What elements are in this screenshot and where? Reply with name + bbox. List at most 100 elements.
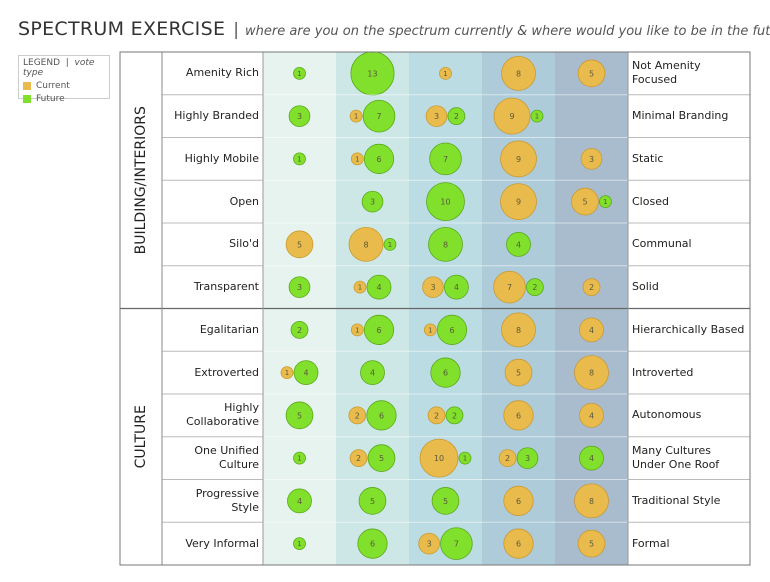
current-bubble	[285, 230, 314, 259]
current-bubble	[493, 97, 531, 135]
bubble-label: 1	[297, 540, 301, 548]
bubble-label: 9	[509, 112, 514, 121]
bubble-label: 8	[443, 240, 448, 249]
bubble-label: 1	[603, 198, 607, 206]
left-label: Egalitarian	[199, 322, 259, 336]
future-bubble	[428, 227, 463, 262]
future-bubble	[429, 142, 462, 176]
bubble-label: 8	[516, 69, 521, 78]
left-label: Silo'd	[229, 237, 259, 251]
bubble-label: 9	[516, 155, 521, 164]
future-bubble	[293, 66, 306, 80]
future-bubble	[288, 276, 311, 298]
future-bubble	[431, 487, 460, 515]
bubble-label: 13	[367, 69, 377, 78]
legend-item: Future	[23, 94, 105, 104]
bubble-label: 3	[297, 112, 302, 121]
current-bubble	[574, 355, 609, 390]
table-border	[119, 51, 751, 566]
bubble-label: 4	[370, 369, 375, 378]
bubble-label: 1	[358, 284, 362, 292]
left-label: Highly Branded	[174, 109, 259, 123]
future-bubble	[447, 107, 466, 126]
bubble-label: 2	[355, 411, 360, 420]
bubble-label: 10	[434, 454, 444, 463]
bubble-label: 3	[525, 454, 530, 463]
bubble-label: 7	[454, 540, 459, 549]
group-label: BUILDING/INTERIORS	[133, 106, 149, 254]
bubble-label: 6	[516, 540, 521, 549]
bubble-label: 2	[532, 283, 537, 292]
future-bubble	[290, 320, 309, 339]
bubble-label: 5	[370, 497, 375, 506]
right-label: Traditional Style	[632, 493, 721, 507]
future-bubble	[360, 360, 385, 386]
bubble-label: 1	[297, 70, 301, 78]
current-bubble	[419, 438, 459, 478]
right-label: Not Amenity Focused	[632, 59, 701, 87]
bubble-label: 1	[463, 455, 467, 463]
bubble-label: 1	[535, 113, 539, 121]
current-bubble	[580, 148, 603, 170]
right-label: Autonomous	[632, 408, 702, 422]
bubble-label: 3	[434, 112, 439, 121]
current-bubble	[422, 276, 444, 298]
legend-swatch	[23, 82, 31, 90]
bubble-label: 5	[443, 497, 448, 506]
current-bubble	[439, 66, 452, 80]
bubble-label: 6	[370, 540, 375, 549]
bubble-label: 7	[507, 283, 512, 292]
current-bubble	[350, 323, 364, 337]
current-bubble	[423, 323, 437, 337]
current-bubble	[348, 227, 384, 262]
bubble-label: 5	[297, 240, 302, 249]
bubble-label: 1	[428, 326, 432, 334]
right-label: Many Cultures Under One Roof	[632, 444, 720, 472]
future-bubble	[357, 528, 388, 559]
left-label: Highly Mobile	[184, 151, 259, 165]
left-label: One Unified Culture	[194, 444, 259, 472]
current-bubble	[504, 358, 533, 387]
future-bubble	[436, 314, 468, 345]
bubble-label: 4	[589, 411, 594, 420]
current-bubble	[349, 109, 363, 123]
current-bubble	[348, 406, 367, 425]
bubble-label: 1	[355, 326, 359, 334]
bubble-label: 4	[303, 369, 308, 378]
bubble-label: 2	[356, 454, 361, 463]
bubble-label: 6	[449, 326, 454, 335]
future-bubble	[358, 487, 387, 515]
current-bubble	[579, 402, 604, 428]
legend: LEGEND | vote type Current Future	[18, 55, 110, 104]
future-bubble	[440, 527, 473, 560]
future-bubble	[293, 360, 319, 386]
bubble-label: 8	[589, 497, 594, 506]
current-bubble	[498, 449, 517, 468]
bubble-label: 2	[297, 326, 302, 335]
future-bubble	[443, 274, 469, 300]
right-label: Closed	[632, 194, 669, 208]
header: SPECTRUM EXERCISE | where are you on the s…	[18, 18, 770, 40]
bubble-label: 8	[589, 369, 594, 378]
right-label: Formal	[632, 536, 670, 550]
legend-item: Current	[23, 81, 105, 91]
bubble-label: 6	[516, 497, 521, 506]
future-bubble	[366, 400, 397, 431]
bubble-label: 4	[376, 283, 381, 292]
current-bubble	[427, 406, 446, 425]
left-label: Extroverted	[194, 365, 259, 379]
current-bubble	[503, 400, 534, 431]
current-bubble	[349, 449, 368, 468]
bubble-label: 1	[297, 455, 301, 463]
right-label: Solid	[632, 280, 659, 294]
future-bubble	[525, 278, 544, 297]
bubble-label: 4	[589, 454, 594, 463]
bubble-label: 6	[376, 155, 381, 164]
bubble-label: 4	[297, 497, 302, 506]
legend-label: Future	[36, 94, 65, 104]
current-bubble	[503, 485, 534, 516]
future-bubble	[516, 447, 539, 469]
legend-swatch	[23, 95, 31, 103]
legend-title: LEGEND	[23, 58, 61, 68]
